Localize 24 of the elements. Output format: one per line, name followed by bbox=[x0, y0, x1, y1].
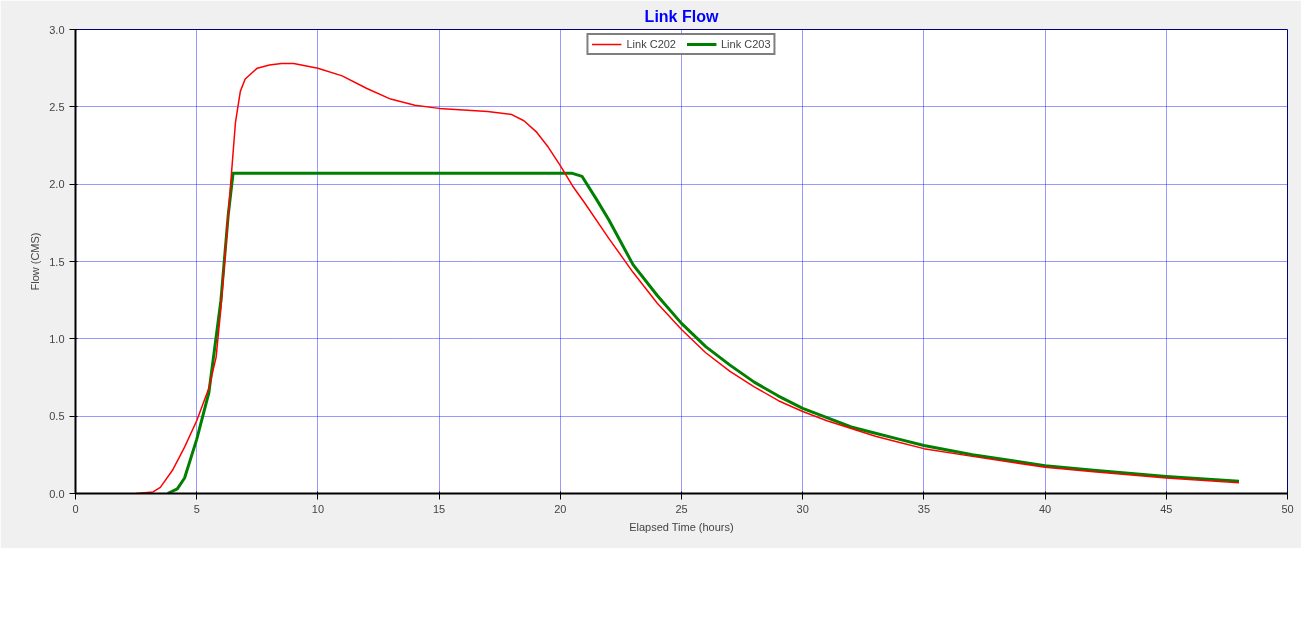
line-series bbox=[166, 171, 1241, 494]
x-tick-label: 15 bbox=[432, 502, 446, 515]
y-tick-label: 0.0 bbox=[49, 487, 65, 500]
y-tick-label: 3.0 bbox=[49, 23, 65, 36]
x-tick-label: 5 bbox=[193, 502, 200, 515]
x-tick-label: 30 bbox=[796, 502, 809, 515]
x-tick-label: 20 bbox=[554, 502, 567, 515]
chart-title: Link Flow bbox=[644, 7, 719, 25]
x-tick-label: 10 bbox=[311, 502, 325, 515]
y-tick-label: 2.0 bbox=[49, 178, 65, 191]
y-tick-label: 1.5 bbox=[49, 255, 65, 268]
y-tick-label: 2.5 bbox=[49, 100, 65, 113]
legend-label: Link C202 bbox=[626, 38, 676, 50]
x-tick-label: 45 bbox=[1160, 502, 1173, 515]
x-tick-label: 40 bbox=[1038, 502, 1052, 515]
x-tick-label: 50 bbox=[1281, 502, 1294, 515]
x-tick-label: 35 bbox=[917, 502, 931, 515]
legend-label: Link C203 bbox=[721, 38, 771, 50]
y-axis-title: Flow (CMS) bbox=[29, 232, 42, 291]
y-tick-label: 1.0 bbox=[49, 332, 65, 345]
x-tick-label: 25 bbox=[675, 502, 688, 515]
x-axis-title: Elapsed Time (hours) bbox=[629, 520, 734, 533]
y-tick-label: 0.5 bbox=[49, 410, 65, 423]
x-tick-label: 0 bbox=[72, 502, 79, 515]
